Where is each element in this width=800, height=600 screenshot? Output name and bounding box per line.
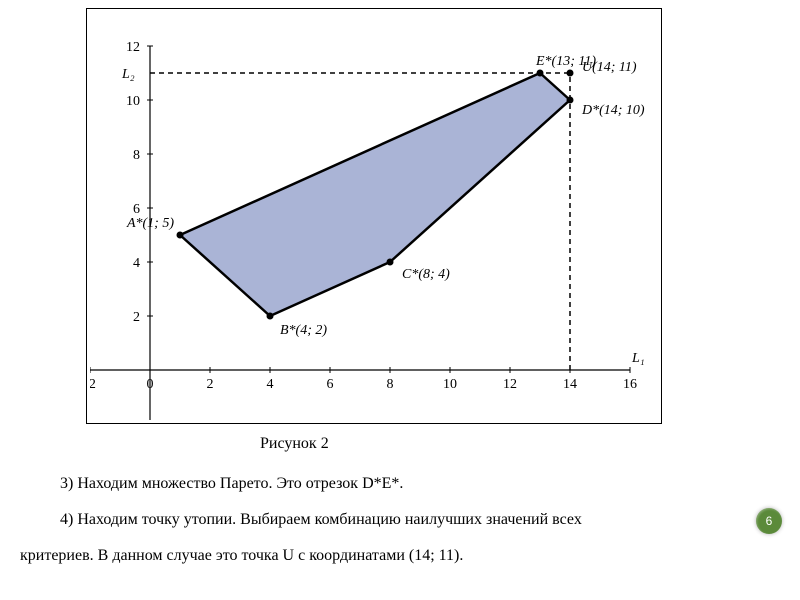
svg-text:6: 6 — [133, 202, 140, 217]
pareto-chart: -2 0 2 4 6 8 10 12 14 16 -2 2 4 6 8 10 12 L₁ L₂ A*(1; 5) B*… — [90, 20, 650, 420]
svg-text:12: 12 — [503, 377, 517, 392]
svg-text:A*(1; 5): A*(1; 5) — [126, 216, 174, 231]
page-number-badge: 6 — [756, 508, 782, 534]
svg-text:D*(14; 10): D*(14; 10) — [581, 103, 645, 118]
chart-svg: -2 0 2 4 6 8 10 12 14 16 -2 2 4 6 8 10 12 L₁ L₂ A*(1; 5) B*… — [90, 20, 650, 420]
svg-text:2: 2 — [207, 377, 214, 392]
svg-text:2: 2 — [133, 310, 140, 325]
svg-text:-2: -2 — [90, 377, 96, 392]
svg-text:-2: -2 — [128, 418, 140, 420]
svg-text:L₁: L₁ — [631, 351, 645, 366]
svg-text:12: 12 — [126, 40, 140, 55]
svg-text:4: 4 — [133, 256, 140, 271]
svg-text:B*(4; 2): B*(4; 2) — [280, 323, 327, 338]
svg-text:14: 14 — [563, 377, 577, 392]
svg-text:L₂: L₂ — [121, 67, 135, 82]
step-3-text: 3) Находим множество Парето. Это отрезок… — [60, 472, 760, 496]
svg-text:6: 6 — [327, 377, 334, 392]
svg-text:0: 0 — [147, 377, 154, 392]
step-4-text-line1: 4) Находим точку утопии. Выбираем комбин… — [60, 508, 780, 532]
svg-text:8: 8 — [133, 148, 140, 163]
svg-text:C*(8; 4): C*(8; 4) — [402, 267, 450, 282]
figure-caption: Рисунок 2 — [260, 435, 329, 453]
svg-text:10: 10 — [443, 377, 457, 392]
svg-text:4: 4 — [267, 377, 274, 392]
step-4-text-line2: критериев. В данном случае это точка U с… — [20, 544, 740, 568]
svg-text:10: 10 — [126, 94, 140, 109]
svg-text:8: 8 — [387, 377, 394, 392]
svg-text:U(14; 11): U(14; 11) — [582, 60, 637, 75]
svg-text:16: 16 — [623, 377, 637, 392]
